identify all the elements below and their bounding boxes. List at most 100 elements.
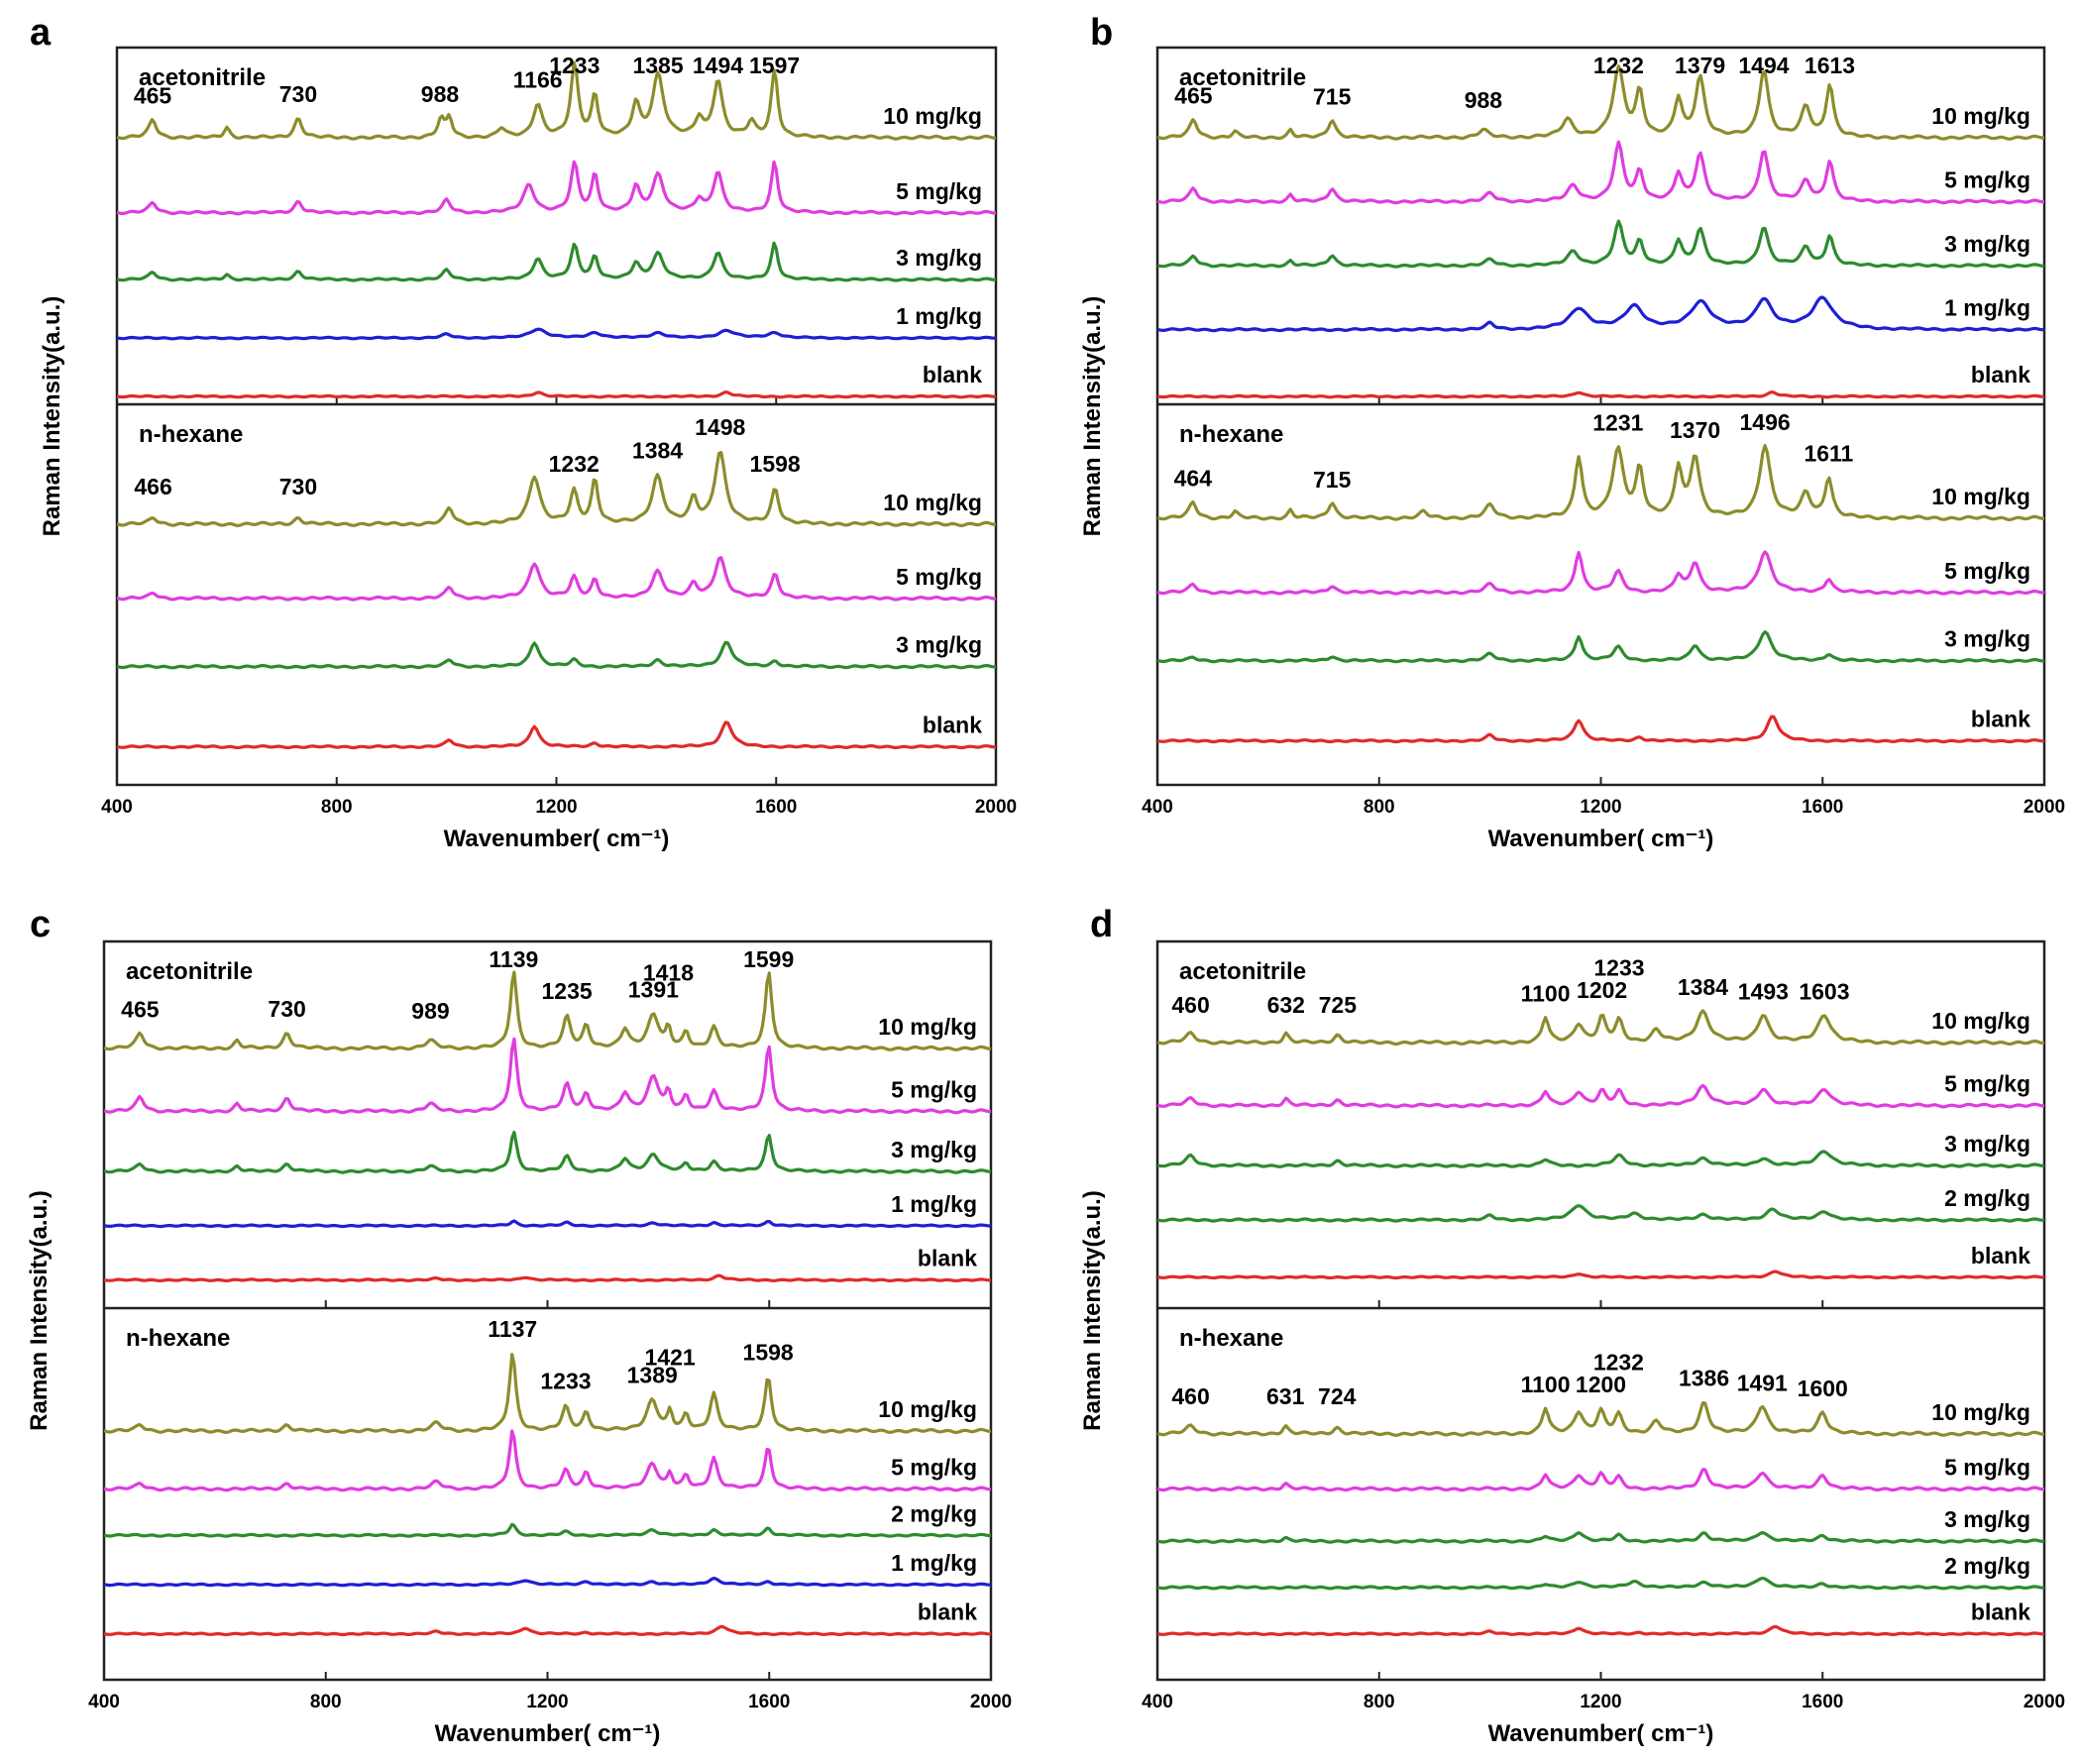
peak-label-a-1-1: 730 xyxy=(279,474,317,499)
peak-label-b-0-1: 715 xyxy=(1313,84,1352,110)
peak-label-c-1-0: 1137 xyxy=(488,1316,537,1342)
peak-label-c-0-5: 1391 xyxy=(628,977,679,1003)
peak-label-d-0-2: 725 xyxy=(1319,992,1358,1018)
series-label-d-0: blank xyxy=(1971,1243,2030,1268)
series-line-b-0-3-mg-kg xyxy=(1156,219,2045,269)
series-line-b-1-blank xyxy=(1156,715,2044,744)
series-line-c-1-5-mg-kg xyxy=(103,1429,991,1492)
series-label-c-1: 2 mg/kg xyxy=(891,1500,977,1526)
y-axis-label-a: Raman Intensity(a.u.) xyxy=(39,296,65,537)
series-label-c-0: blank xyxy=(918,1246,977,1271)
x-tick-label-c: 2000 xyxy=(970,1692,1012,1712)
y-axis-label-b: Raman Intensity(a.u.) xyxy=(1079,296,1106,537)
series-line-c-1-1-mg-kg xyxy=(103,1577,992,1588)
panel-label-b: b xyxy=(1090,12,1113,54)
peak-label-c-1-4: 1598 xyxy=(743,1340,794,1366)
series-line-c-1-10-mg-kg xyxy=(103,1353,992,1434)
series-line-a-0-5-mg-kg xyxy=(116,160,997,216)
series-line-b-0-1-mg-kg xyxy=(1156,295,2044,333)
peak-label-b-1-2: 1231 xyxy=(1592,409,1643,435)
x-tick-label-a: 1600 xyxy=(755,797,797,818)
peak-label-a-0-5: 1385 xyxy=(632,53,683,78)
series-line-b-0-10-mg-kg xyxy=(1156,64,2044,141)
series-line-a-1-3-mg-kg xyxy=(116,640,996,670)
x-tick-label-d: 1600 xyxy=(1802,1692,1843,1712)
peak-label-d-1-3: 1100 xyxy=(1521,1372,1571,1397)
series-line-c-1-2-mg-kg xyxy=(103,1522,992,1538)
peak-label-a-1-2: 1232 xyxy=(549,451,600,477)
peak-label-c-1-2: 1389 xyxy=(627,1363,678,1388)
series-label-b-0: blank xyxy=(1971,362,2030,387)
solvent-title-d-0: acetonitrile xyxy=(1179,958,1306,985)
peak-label-b-1-0: 464 xyxy=(1174,465,1213,491)
series-label-c-0: 1 mg/kg xyxy=(891,1191,977,1217)
peak-label-d-0-0: 460 xyxy=(1171,992,1209,1018)
peak-label-d-1-7: 1491 xyxy=(1737,1370,1788,1395)
x-tick-label-b: 800 xyxy=(1364,797,1395,818)
panel-label-a: a xyxy=(30,12,52,54)
peak-label-b-0-2: 988 xyxy=(1465,87,1503,113)
peak-label-d-0-7: 1493 xyxy=(1738,978,1789,1004)
series-label-c-1: 1 mg/kg xyxy=(891,1550,977,1576)
x-tick-label-b: 2000 xyxy=(2023,797,2065,818)
series-label-c-1: blank xyxy=(918,1599,977,1625)
peak-label-a-1-5: 1598 xyxy=(750,451,801,477)
peak-label-d-0-6: 1384 xyxy=(1678,974,1728,1000)
series-label-b-0: 1 mg/kg xyxy=(1944,295,2030,321)
x-tick-label-d: 2000 xyxy=(2023,1692,2065,1712)
peak-label-d-1-0: 460 xyxy=(1171,1383,1209,1409)
series-label-d-1: blank xyxy=(1971,1599,2030,1625)
x-axis-label-a: Wavenumber( cm⁻¹) xyxy=(444,826,670,852)
solvent-title-b-1: n-hexane xyxy=(1179,421,1283,448)
series-label-a-0: 10 mg/kg xyxy=(883,103,982,129)
x-tick-label-a: 2000 xyxy=(975,797,1017,818)
series-label-b-1: 10 mg/kg xyxy=(1931,484,2030,509)
solvent-title-a-0: acetonitrile xyxy=(139,64,266,91)
x-tick-label-c: 400 xyxy=(88,1692,120,1712)
x-tick-label-d: 1200 xyxy=(1580,1692,1621,1712)
x-axis-label-c: Wavenumber( cm⁻¹) xyxy=(435,1720,661,1747)
panel-label-c: c xyxy=(30,904,51,945)
series-label-b-0: 10 mg/kg xyxy=(1931,103,2030,129)
peak-label-b-1-1: 715 xyxy=(1313,467,1352,493)
series-line-a-1-5-mg-kg xyxy=(116,556,997,602)
y-axis-label-c: Raman Intensity(a.u.) xyxy=(26,1190,53,1431)
series-line-b-1-3-mg-kg xyxy=(1156,630,2044,664)
series-line-b-1-5-mg-kg xyxy=(1156,550,2045,596)
peak-label-c-0-0: 465 xyxy=(121,996,160,1022)
peak-label-a-1-3: 1384 xyxy=(632,438,683,464)
series-line-b-1-10-mg-kg xyxy=(1156,444,2045,521)
x-axis-label-d: Wavenumber( cm⁻¹) xyxy=(1488,1720,1714,1747)
series-label-a-0: 1 mg/kg xyxy=(896,303,982,329)
peak-label-a-1-4: 1498 xyxy=(695,414,745,440)
series-line-d-0-blank xyxy=(1156,1269,2044,1280)
series-label-a-1: 5 mg/kg xyxy=(896,564,982,590)
series-line-c-0-blank xyxy=(103,1273,991,1282)
peak-label-b-1-5: 1611 xyxy=(1804,441,1853,467)
solvent-title-a-1: n-hexane xyxy=(139,421,243,448)
peak-label-d-1-8: 1600 xyxy=(1798,1376,1848,1401)
series-line-c-1-blank xyxy=(103,1624,991,1637)
x-tick-label-a: 1200 xyxy=(535,797,577,818)
peak-label-b-1-4: 1496 xyxy=(1739,409,1790,435)
series-label-a-1: 3 mg/kg xyxy=(896,632,982,658)
peak-label-b-0-5: 1494 xyxy=(1738,53,1789,78)
solvent-title-d-1: n-hexane xyxy=(1179,1325,1283,1352)
series-label-c-0: 5 mg/kg xyxy=(891,1076,977,1102)
x-tick-label-c: 1200 xyxy=(526,1692,568,1712)
peak-label-d-1-5: 1232 xyxy=(1593,1349,1644,1375)
panel-label-d: d xyxy=(1090,904,1113,945)
peak-label-c-0-7: 1599 xyxy=(743,946,794,972)
series-label-c-0: 3 mg/kg xyxy=(891,1137,977,1162)
series-line-a-0-1-mg-kg xyxy=(116,327,996,341)
series-line-d-0-10-mg-kg xyxy=(1156,1009,2045,1047)
peak-label-d-1-1: 631 xyxy=(1266,1383,1305,1409)
series-label-d-0: 3 mg/kg xyxy=(1944,1131,2030,1157)
x-tick-label-c: 1600 xyxy=(748,1692,790,1712)
peak-label-b-0-3: 1232 xyxy=(1593,53,1644,78)
peak-label-b-0-6: 1613 xyxy=(1805,53,1855,78)
peak-label-d-0-1: 632 xyxy=(1267,992,1305,1018)
peak-label-a-0-2: 988 xyxy=(421,81,460,107)
plot-frame-d xyxy=(1155,939,2046,1682)
